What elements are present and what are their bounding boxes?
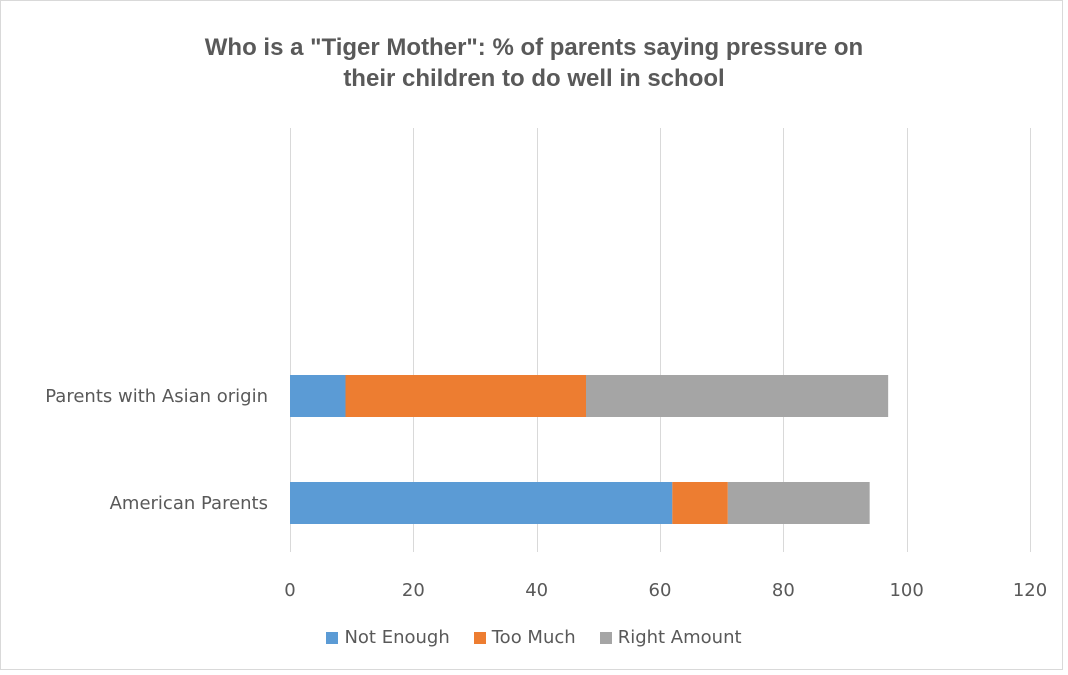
bar-not-enough-american-parents	[290, 482, 673, 524]
chart-title: Who is a "Tiger Mother": % of parents sa…	[0, 32, 1068, 94]
category-label-american-parents: American Parents	[110, 493, 268, 514]
x-tick-label-0: 0	[284, 580, 295, 601]
legend-swatch	[473, 631, 486, 644]
legend-label: Right Amount	[617, 627, 742, 648]
legend: Not Enough Too Much Right Amount	[0, 627, 1068, 648]
legend-swatch	[599, 631, 612, 644]
bar-right-amount-american-parents	[727, 482, 870, 524]
legend-entry-not-enough: Not Enough	[326, 627, 450, 648]
legend-label: Not Enough	[344, 627, 450, 648]
bar-not-enough-parents-with-asian-origin	[290, 375, 346, 417]
x-tick-label-20: 20	[402, 580, 425, 601]
x-tick-label-120: 120	[1013, 580, 1047, 601]
legend-entry-too-much: Too Much	[473, 627, 576, 648]
x-tick-label-60: 60	[649, 580, 672, 601]
legend-entry-right-amount: Right Amount	[599, 627, 742, 648]
x-tick-label-80: 80	[772, 580, 795, 601]
chart-title-line-1: Who is a "Tiger Mother": % of parents sa…	[204, 34, 864, 61]
chart-title-line-2: their children to do well in school	[343, 65, 725, 92]
legend-label: Too Much	[491, 627, 576, 648]
bar-right-amount-parents-with-asian-origin	[586, 375, 889, 417]
bar-too-much-parents-with-asian-origin	[345, 375, 586, 417]
category-label-parents-with-asian-origin: Parents with Asian origin	[45, 386, 268, 407]
legend-swatch	[326, 631, 339, 644]
x-tick-label-40: 40	[525, 580, 548, 601]
x-tick-label-100: 100	[889, 580, 923, 601]
bar-too-much-american-parents	[672, 482, 728, 524]
